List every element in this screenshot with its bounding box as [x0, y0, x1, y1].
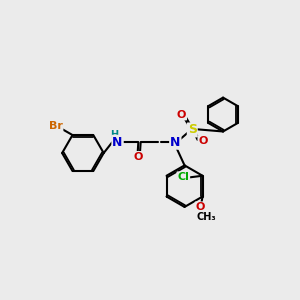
Text: N: N	[170, 136, 181, 149]
Text: O: O	[198, 136, 208, 146]
Text: Br: Br	[49, 121, 62, 131]
Text: S: S	[188, 123, 197, 136]
Text: Cl: Cl	[177, 172, 189, 182]
Text: O: O	[196, 202, 205, 212]
Text: H: H	[110, 130, 118, 140]
Text: O: O	[134, 152, 143, 162]
Text: O: O	[177, 110, 186, 119]
Text: CH₃: CH₃	[196, 212, 216, 222]
Text: N: N	[112, 136, 123, 149]
